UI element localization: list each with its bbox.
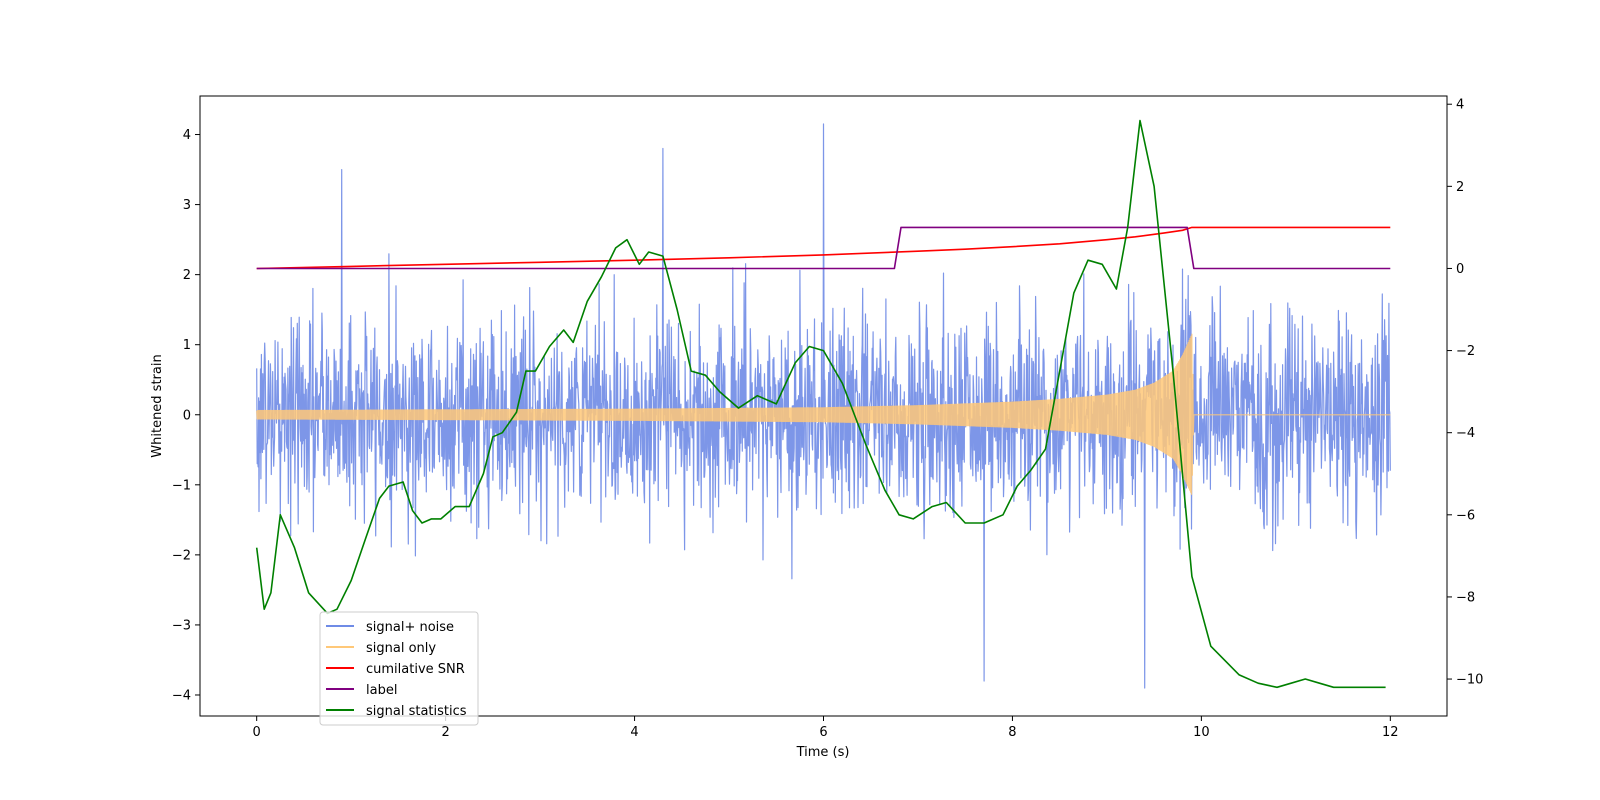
x-tick-label: 0 [253, 725, 261, 740]
y-tick-label: −3 [172, 618, 191, 633]
y-right-tick-label: −8 [1456, 590, 1475, 605]
legend-box [319, 611, 479, 726]
y-right-tick-label: 4 [1456, 98, 1464, 113]
y-tick-label: 1 [183, 338, 191, 353]
x-tick-label: 12 [1382, 725, 1399, 740]
y-tick-label: 3 [183, 198, 191, 213]
x-tick-label: 10 [1193, 725, 1210, 740]
y-tick-label: −1 [172, 478, 191, 493]
y-right-tick-label: −10 [1456, 673, 1483, 688]
y-right-tick-label: 2 [1456, 180, 1464, 195]
y-tick-label: 0 [183, 408, 191, 423]
y-right-tick-label: 0 [1456, 262, 1464, 277]
series-line-label [256, 226, 1391, 270]
y-tick-label: −2 [172, 548, 191, 563]
x-tick-label: 4 [630, 725, 638, 740]
series-line-signal-only [256, 333, 1391, 495]
x-tick-label: 6 [819, 725, 827, 740]
series-line-cumilative-snr [256, 226, 1391, 270]
series-layer [255, 119, 1391, 689]
legend-label: signal only [366, 641, 436, 656]
legend-label: label [366, 683, 397, 698]
y-tick-label: −4 [172, 688, 191, 703]
y-axis-ticks: −4 −3 −2 −1 0 1 2 3 4 [172, 128, 200, 703]
y-axis-label: Whitened strain [150, 354, 165, 457]
legend-label: signal+ noise [366, 620, 454, 635]
x-axis-label: Time (s) [796, 745, 850, 760]
y-axis-right-ticks: −10 −8 −6 −4 −2 0 2 4 [1447, 98, 1483, 688]
x-tick-label: 8 [1008, 725, 1016, 740]
y-right-tick-label: −6 [1456, 508, 1475, 523]
y-tick-label: 2 [183, 268, 191, 283]
y-right-tick-label: −4 [1456, 426, 1475, 441]
x-tick-label: 2 [441, 725, 449, 740]
y-right-tick-label: −2 [1456, 344, 1475, 359]
series-line-signal-noise [256, 123, 1391, 689]
series-line-signal-statistics [255, 119, 1386, 689]
legend-label: cumilative SNR [366, 662, 465, 677]
legend-label: signal statistics [366, 704, 467, 719]
legend: signal+ noise signal only cumilative SNR la… [319, 611, 479, 726]
y-tick-label: 4 [183, 128, 191, 143]
